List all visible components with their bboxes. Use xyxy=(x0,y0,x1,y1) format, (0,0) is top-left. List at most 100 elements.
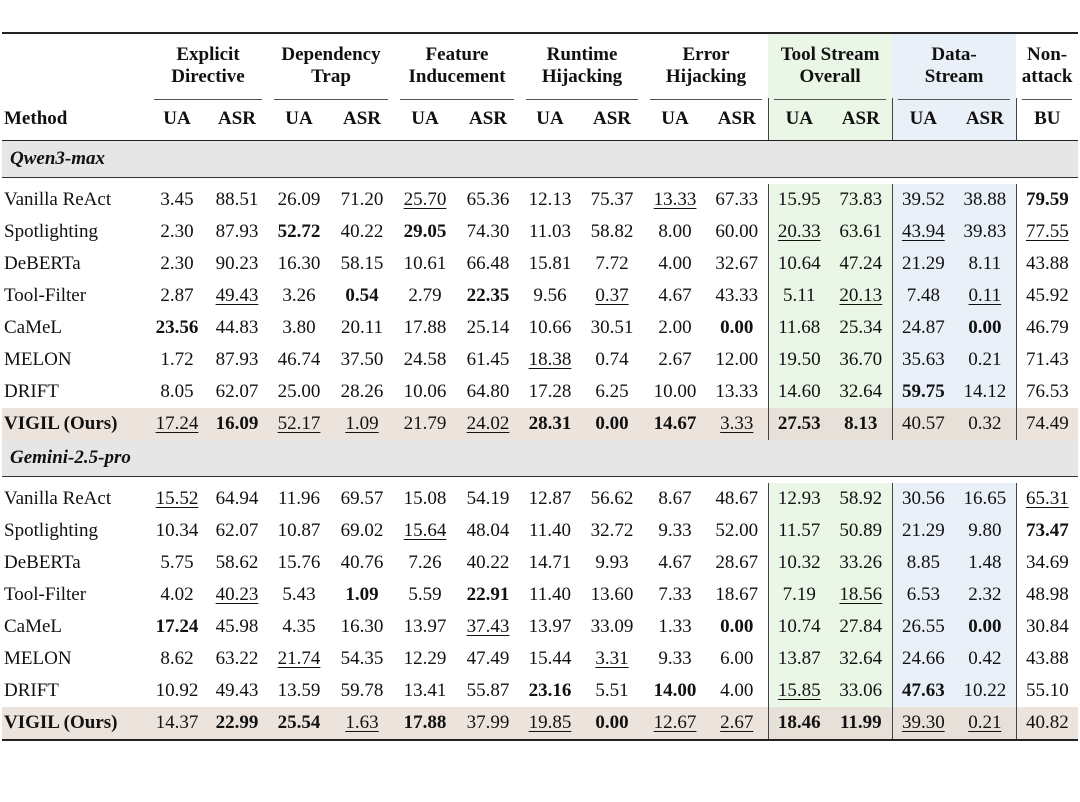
table-cell-value: 73.47 xyxy=(1025,520,1069,541)
table-cell-value: 63.22 xyxy=(215,648,259,669)
table-row: Tool-Filter 4.02 40.23 5.43 1.09 5.59 22.91 11.… xyxy=(2,579,1079,611)
table-cell-value: 8.85 xyxy=(906,552,940,573)
table-cell-value: 0.32 xyxy=(968,413,1002,434)
table-cell-value: 47.24 xyxy=(839,253,883,274)
table-cell-value: 43.94 xyxy=(901,221,945,242)
table-cell-value: 21.74 xyxy=(277,648,321,669)
table-cell-value: 2.87 xyxy=(160,285,194,306)
metric-header: UA xyxy=(520,98,581,141)
table-cell-value: 32.72 xyxy=(590,520,634,541)
table-cell-value: 1.09 xyxy=(345,584,379,605)
table-row: VIGIL (Ours) 14.37 22.99 25.54 1.63 17.88 37.9… xyxy=(2,707,1079,741)
table-cell-value: 2.79 xyxy=(408,285,442,306)
table-cell-value: 7.33 xyxy=(658,584,692,605)
table-cell-value: 27.53 xyxy=(777,413,821,434)
table-cell-value: 8.05 xyxy=(160,381,194,402)
table-cell-value: 4.00 xyxy=(720,680,754,701)
metric-header: ASR xyxy=(830,98,893,141)
table-row: MELON 8.62 63.22 21.74 54.35 12.29 47.49 15.44 3… xyxy=(2,643,1079,675)
table-cell-value: 58.82 xyxy=(590,221,634,242)
method-name: VIGIL (Ours) xyxy=(2,707,148,741)
table-cell-value: 4.67 xyxy=(658,552,692,573)
table-cell-value: 5.59 xyxy=(408,584,442,605)
table-body: Qwen3-max Vanilla ReAct 3.45 88.51 26.09 71.2… xyxy=(2,140,1079,741)
table-cell-value: 18.67 xyxy=(715,584,759,605)
table-cell-value: 26.55 xyxy=(901,616,945,637)
table-cell-value: 15.81 xyxy=(528,253,572,274)
metric-header: UA xyxy=(767,98,831,141)
table-cell-value: 21.29 xyxy=(901,520,945,541)
table-cell-value: 15.76 xyxy=(277,552,321,573)
table-cell-value: 13.41 xyxy=(403,680,447,701)
method-name: CaMeL xyxy=(4,616,63,637)
table-cell-value: 63.61 xyxy=(839,221,883,242)
table-cell-value: 47.63 xyxy=(901,680,945,701)
table-cell-value: 71.43 xyxy=(1025,349,1069,370)
table-cell-value: 2.67 xyxy=(720,712,754,733)
table-cell-value: 8.00 xyxy=(658,221,692,242)
table-row: Vanilla ReAct 15.52 64.94 11.96 69.57 15.08 54… xyxy=(2,483,1079,515)
table-cell-value: 14.37 xyxy=(155,712,199,733)
table-cell-value: 3.33 xyxy=(720,413,754,434)
table-cell-value: 48.67 xyxy=(715,488,759,509)
metric-header: UA xyxy=(644,98,707,141)
table-cell-value: 9.56 xyxy=(533,285,567,306)
table-cell-value: 1.33 xyxy=(658,616,692,637)
table-cell-value: 39.30 xyxy=(901,712,945,733)
table-cell-value: 6.25 xyxy=(595,381,629,402)
method-header: Method xyxy=(2,98,148,141)
table-cell-value: 4.35 xyxy=(282,616,316,637)
table-cell-value: 27.84 xyxy=(839,616,883,637)
table-cell-value: 16.30 xyxy=(340,616,384,637)
table-cell-value: 22.91 xyxy=(466,584,510,605)
table-cell-value: 4.02 xyxy=(160,584,194,605)
group-header-label: Directive xyxy=(171,66,245,87)
header-blank xyxy=(2,66,148,98)
metric-header: ASR xyxy=(954,98,1017,141)
table-cell-value: 52.17 xyxy=(277,413,321,434)
table-cell-value: 58.15 xyxy=(340,253,384,274)
table-cell-value: 18.46 xyxy=(777,712,821,733)
table-cell-value: 39.52 xyxy=(901,189,945,210)
table-cell-value: 0.42 xyxy=(968,648,1002,669)
table-cell-value: 30.51 xyxy=(590,317,634,338)
table-cell-value: 13.97 xyxy=(528,616,572,637)
group-header-line2: Inducement xyxy=(394,66,520,100)
metric-header: ASR xyxy=(330,98,395,141)
table-cell-value: 33.26 xyxy=(839,552,883,573)
table-cell-value: 0.00 xyxy=(595,413,629,434)
table-cell-value: 28.26 xyxy=(340,381,384,402)
table-cell-value: 24.87 xyxy=(901,317,945,338)
table-cell-value: 3.80 xyxy=(282,317,316,338)
section-title: Gemini-2.5-pro xyxy=(2,440,1079,477)
table-cell-value: 40.82 xyxy=(1025,712,1069,733)
table-cell-value: 9.80 xyxy=(968,520,1002,541)
table-row: MELON 1.72 87.93 46.74 37.50 24.58 61.45 18.38 0… xyxy=(2,344,1079,376)
table-row: DeBERTa 5.75 58.62 15.76 40.76 7.26 40.22 14.71… xyxy=(2,547,1079,579)
table-cell-value: 20.11 xyxy=(340,317,384,338)
table-cell-value: 12.13 xyxy=(528,189,572,210)
method-name: VIGIL (Ours) xyxy=(2,408,148,440)
table-cell-value: 24.02 xyxy=(466,413,510,434)
table-cell-value: 44.83 xyxy=(215,317,259,338)
table-cell-value: 8.13 xyxy=(844,413,878,434)
table-cell-value: 25.34 xyxy=(839,317,883,338)
table-cell-value: 5.11 xyxy=(783,285,816,306)
table-cell-value: 6.53 xyxy=(906,584,940,605)
table-cell-value: 33.09 xyxy=(590,616,634,637)
table-cell-value: 29.05 xyxy=(403,221,447,242)
table-cell-value: 1.48 xyxy=(968,552,1002,573)
table-cell-value: 24.58 xyxy=(403,349,447,370)
table-cell-value: 7.19 xyxy=(782,584,816,605)
table-cell-value: 64.80 xyxy=(466,381,510,402)
table-row: DeBERTa 2.30 90.23 16.30 58.15 10.61 66.48 15.8… xyxy=(2,248,1079,280)
table-cell-value: 12.29 xyxy=(403,648,447,669)
table-cell-value: 0.54 xyxy=(345,285,379,306)
table-cell-value: 79.59 xyxy=(1025,189,1069,210)
table-cell-value: 34.69 xyxy=(1025,552,1069,573)
table-cell-value: 2.67 xyxy=(658,349,692,370)
table-cell-value: 7.26 xyxy=(408,552,442,573)
table-cell-value: 10.64 xyxy=(777,253,821,274)
table-cell-value: 37.50 xyxy=(340,349,384,370)
table-cell-value: 0.00 xyxy=(968,616,1002,637)
